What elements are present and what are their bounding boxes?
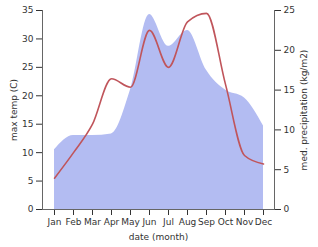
- svg-text:Apr: Apr: [104, 217, 120, 227]
- svg-text:Dec: Dec: [255, 217, 272, 227]
- svg-text:20: 20: [284, 45, 296, 55]
- svg-text:35: 35: [22, 5, 33, 15]
- svg-text:Jun: Jun: [141, 217, 156, 227]
- svg-text:0: 0: [28, 204, 34, 214]
- svg-text:May: May: [121, 217, 140, 227]
- svg-text:date (month): date (month): [129, 232, 188, 242]
- svg-text:Nov: Nov: [236, 217, 254, 227]
- svg-text:max temp (C): max temp (C): [9, 79, 19, 141]
- svg-text:15: 15: [22, 119, 33, 129]
- svg-text:10: 10: [22, 148, 34, 158]
- svg-text:Jul: Jul: [162, 217, 174, 227]
- svg-text:20: 20: [22, 91, 34, 101]
- svg-text:Jan: Jan: [47, 217, 62, 227]
- svg-text:15: 15: [284, 85, 295, 95]
- svg-text:Sep: Sep: [198, 217, 215, 227]
- svg-text:Oct: Oct: [218, 217, 234, 227]
- svg-text:Feb: Feb: [66, 217, 82, 227]
- svg-text:25: 25: [22, 62, 33, 72]
- svg-text:0: 0: [284, 204, 290, 214]
- svg-text:5: 5: [28, 176, 34, 186]
- svg-text:30: 30: [22, 34, 34, 44]
- svg-text:10: 10: [284, 125, 296, 135]
- svg-text:Mar: Mar: [84, 217, 101, 227]
- svg-text:25: 25: [284, 5, 295, 15]
- svg-text:Aug: Aug: [179, 217, 197, 227]
- svg-text:med. precipitation (kg/m2): med. precipitation (kg/m2): [299, 50, 309, 171]
- svg-text:5: 5: [284, 165, 290, 175]
